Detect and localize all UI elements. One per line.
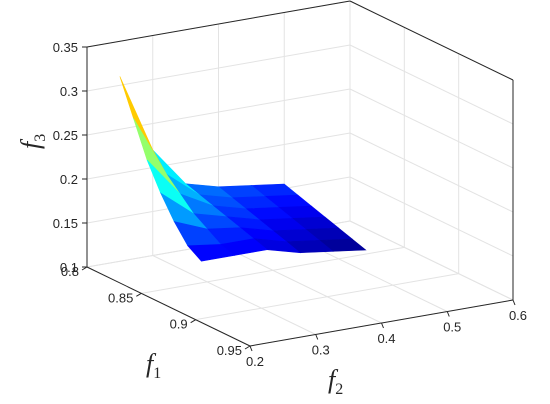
- tick-labels: 0.8 0.85 0.9 0.95 0.2 0.3 0.4 0.5 0.6 0.1 0.15 0.2 0…: [53, 40, 527, 369]
- z-axis-label: f3: [16, 134, 49, 149]
- f1-tick-mark: [244, 345, 251, 350]
- x-axis-label-subscript: 1: [153, 365, 161, 382]
- f1-axis-line: [86, 266, 251, 347]
- grid-lines: [86, 0, 514, 347]
- left-wall-grid-line-f3: [86, 88, 351, 136]
- floor-grid-line-f2: [152, 255, 316, 335]
- f3-tick-label: 0.3: [60, 84, 78, 99]
- f3-tick-label: 0.25: [53, 128, 78, 143]
- right-wall-grid-line-f3: [349, 220, 514, 301]
- f2-tick-label: 0.5: [443, 320, 461, 335]
- f2-tick-mark: [381, 322, 384, 329]
- right-wall-grid-line-f3: [349, 132, 514, 213]
- f2-tick-label: 0.4: [377, 331, 395, 346]
- x-axis-label: f1: [146, 349, 161, 382]
- f2-tick-label: 0.2: [246, 354, 264, 369]
- box-edge-top-left: [86, 0, 351, 48]
- y-axis-label-subscript: 2: [335, 381, 343, 398]
- f1-tick-mark: [136, 292, 142, 297]
- right-wall-grid-line-f3: [349, 176, 514, 257]
- surface-patch: [187, 244, 235, 262]
- f1-tick-label: 0.9: [170, 317, 188, 332]
- f1-tick-label: 0.85: [108, 290, 133, 305]
- f1-tick-label: 0.95: [217, 343, 242, 358]
- axes-box: [86, 0, 514, 347]
- z-axis-label-main: f: [16, 138, 45, 149]
- left-wall-grid-line-f3: [86, 132, 351, 180]
- f2-tick-mark: [446, 311, 450, 317]
- f3-tick-label: 0.15: [53, 216, 78, 231]
- f2-tick-label: 0.3: [312, 343, 330, 358]
- f3-tick-label: 0.2: [60, 172, 78, 187]
- box-edge-top-right: [349, 0, 514, 81]
- f3-tick-label: 0.1: [60, 260, 78, 275]
- right-wall-grid-line-f3: [349, 44, 514, 125]
- y-axis-label-main: f: [328, 365, 339, 394]
- f3-tick-label: 0.35: [53, 40, 78, 55]
- f1-tick-mark: [190, 319, 196, 324]
- y-axis-label: f2: [328, 365, 343, 398]
- surface: [119, 76, 367, 262]
- f2-tick-mark: [512, 299, 516, 306]
- left-wall-grid-line-f3: [86, 44, 351, 92]
- f2-tick-label: 0.6: [509, 308, 527, 323]
- floor-grid-line-f2: [218, 243, 382, 324]
- f2-tick-mark: [249, 345, 253, 352]
- x-axis-label-main: f: [146, 349, 157, 378]
- z-axis-label-subscript: 3: [32, 134, 49, 142]
- f2-tick-mark: [315, 334, 319, 340]
- f1-tick-label: 0.8: [61, 264, 79, 279]
- right-wall-grid-line-f3: [349, 88, 514, 169]
